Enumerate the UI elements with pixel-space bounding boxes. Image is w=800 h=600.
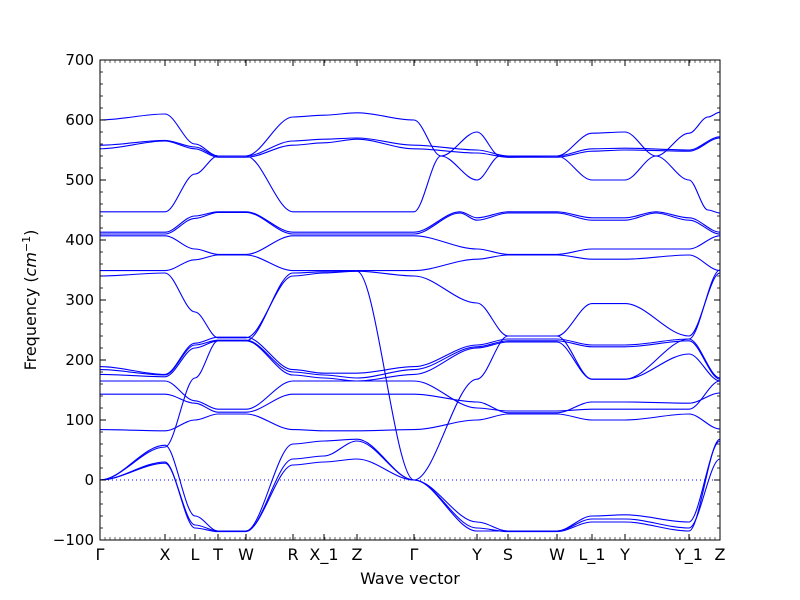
band-line-15 [100, 413, 720, 432]
band-line-4 [100, 111, 720, 213]
band-line-6 [100, 211, 720, 235]
x-tick-labels: Γ X L T W R X_1 Z Γ Y S W L_1 Y Y_1 Z [96, 545, 726, 565]
x-tick-label: Y [619, 545, 630, 564]
series-layer [100, 111, 720, 533]
plot-frame [99, 59, 721, 541]
x-tick-label: W [238, 545, 254, 564]
y-tick-label: −100 [53, 531, 94, 549]
x-tick-label: W [549, 545, 565, 564]
plot-area [99, 59, 721, 541]
x-tick-label: Z [352, 545, 363, 564]
y-tick-label: 100 [65, 411, 94, 429]
band-line-10 [100, 336, 720, 379]
x-tick-label: Y_1 [674, 545, 703, 565]
band-line-18 [100, 438, 720, 533]
band-line-8 [100, 254, 720, 272]
y-tick-label: 700 [65, 51, 94, 69]
y-tick-label: 500 [65, 171, 94, 189]
x-tick-label: X [160, 545, 171, 564]
y-axis-label-main: Frequency ( [21, 276, 40, 370]
band-line-9 [100, 270, 720, 339]
band-line-19 [100, 269, 720, 481]
y-axis-label-unit: cm [21, 252, 40, 276]
y-axis-label: Frequency (cm−1) [20, 230, 40, 371]
band-line-7 [100, 235, 720, 255]
x-tick-label: R [287, 545, 298, 564]
y-axis-label-close: ) [21, 230, 40, 236]
y-axis-label-exponent: −1 [20, 236, 33, 252]
band-line-5 [100, 211, 720, 233]
x-axis-label: Wave vector [360, 569, 460, 588]
x-tick-label: L [191, 545, 200, 564]
y-tick-label: 400 [65, 231, 94, 249]
x-tick-label: X_1 [309, 545, 338, 565]
y-tick-label: 0 [84, 471, 94, 489]
band-line-3 [100, 137, 720, 158]
x-tick-label: Γ [410, 545, 419, 564]
y-tick-label: 200 [65, 351, 94, 369]
band-line-17 [100, 458, 720, 532]
y-tick-label: 600 [65, 111, 94, 129]
x-tick-label: L_1 [578, 545, 605, 565]
x-tick-label: S [503, 545, 513, 564]
y-tick-label: 300 [65, 291, 94, 309]
y-tick-labels: −100 0 100 200 300 400 500 600 700 [53, 51, 94, 549]
band-line-2 [100, 136, 720, 157]
x-tick-label: Y [471, 545, 482, 564]
x-tick-label: Γ [96, 545, 105, 564]
band-line-16 [100, 438, 720, 532]
x-tick-label: T [212, 545, 223, 564]
x-tick-label: Z [715, 545, 726, 564]
band-line-13 [100, 380, 720, 412]
